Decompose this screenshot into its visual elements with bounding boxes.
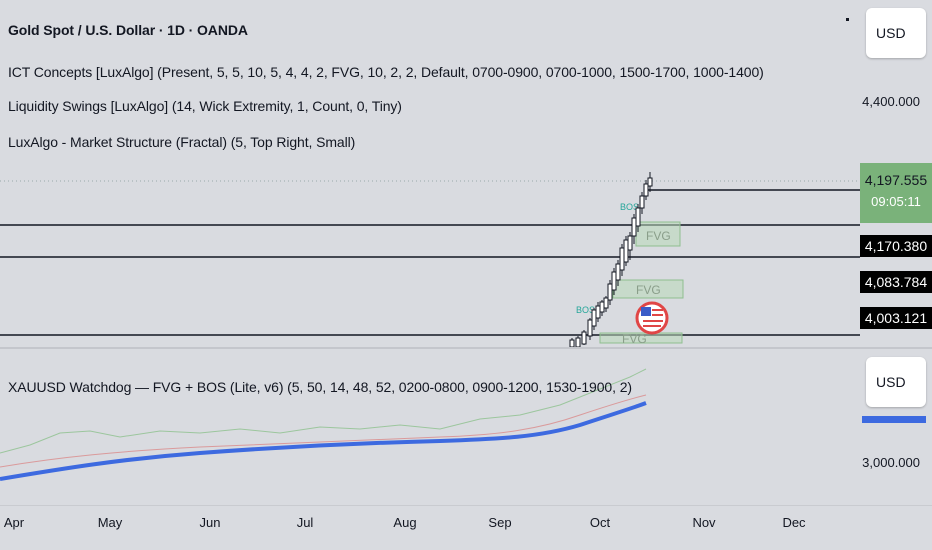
indicator-legend-watchdog[interactable]: XAUUSD Watchdog — FVG + BOS (Lite, v6) (… [8,379,632,395]
candle-body [635,207,641,227]
time-label: Oct [589,515,611,530]
time-label: Apr [3,515,25,530]
currency-button[interactable]: USD [866,8,926,58]
candle-body [599,301,605,313]
last-price-value: 4,197.555 [864,172,928,188]
lower-price-label: 3,000.000 [862,455,920,470]
bos-label: BOS [576,305,595,315]
bos-label: BOS [620,202,639,212]
level-tag: 4,170.380 [860,235,932,257]
fvg-label: FVG [622,332,647,346]
candle-body [603,297,609,309]
indicator-legend-ict[interactable]: ICT Concepts [LuxAlgo] (Present, 5, 5, 1… [8,64,764,80]
fvg-label: FVG [636,283,661,297]
watchdog-red-line [0,394,647,468]
time-label: Nov [692,515,716,530]
time-label: Sep [488,515,512,530]
candle-body [639,195,645,209]
time-label: Aug [393,515,417,530]
lower-currency-button[interactable]: USD [866,357,926,407]
time-label: Jun [199,515,221,530]
time-label: Dec [782,515,806,530]
candle-body [575,337,581,347]
indicator-pane[interactable]: XAUUSD Watchdog — FVG + BOS (Lite, v6) (… [0,349,860,505]
candle-body [623,239,629,263]
candle-body [581,331,587,345]
fvg-box [635,221,681,247]
main-chart-canvas[interactable]: FVG FVG FVG BOS BOS [0,0,860,347]
candlestick-series [569,172,653,347]
indicator-legend-liquidity[interactable]: Liquidity Swings [LuxAlgo] (14, Wick Ext… [8,98,402,114]
time-label: Jul [296,515,314,530]
candle-body [631,217,637,237]
price-axis-label: 4,400.000 [862,94,920,109]
symbol-title[interactable]: Gold Spot / U.S. Dollar · 1D · OANDA [8,22,248,38]
candle-body [619,247,625,271]
watchdog-main-line [0,401,647,481]
lower-value-tag [862,416,926,423]
watchdog-green-line [0,368,647,454]
candle-body [595,305,601,319]
candle-body [647,177,653,187]
candle-body [627,235,633,251]
candle-body [569,339,575,347]
candle-body [615,263,621,281]
candle-body [643,183,649,197]
time-label: May [97,515,123,530]
bar-countdown: 09:05:11 [871,194,921,209]
candle-body [607,283,613,301]
last-price-tag: 4,197.555 09:05:11 [860,163,932,223]
level-tag: 4,003.121 [860,307,932,329]
candle-body [587,319,593,337]
pane-divider[interactable] [0,347,932,349]
main-chart-pane[interactable]: FVG FVG FVG BOS BOS Gold Spot / U.S. Dol… [0,0,860,347]
fvg-label: FVG [646,229,671,243]
menu-dot-icon[interactable] [846,18,849,21]
time-axis-border [0,505,932,506]
level-tag: 4,083.784 [860,271,932,293]
candle-body [591,309,597,327]
indicator-legend-market-structure[interactable]: LuxAlgo - Market Structure (Fractal) (5,… [8,134,356,150]
indicator-canvas [0,368,647,481]
us-flag-icon[interactable] [635,301,669,335]
candle-body [611,271,617,291]
fvg-box [599,332,683,344]
